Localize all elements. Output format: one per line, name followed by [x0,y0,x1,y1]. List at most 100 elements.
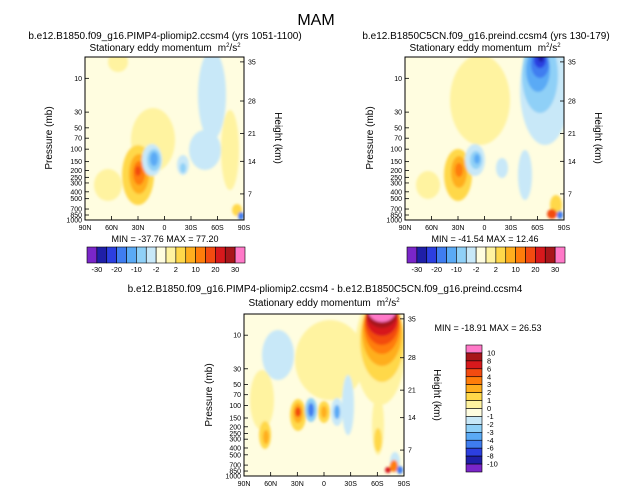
panel-1-colorbar: -30 -20 -10 -2 2 10 20 30 [86,246,246,274]
colorbar-label: 2 [174,265,178,274]
y2tick-label: 35 [248,59,256,66]
xtick-label: 30S [185,225,198,232]
colorbar-label: 10 [487,348,495,357]
panel-1-subtitle: Stationary eddy momentum m2/s2 [89,43,241,54]
colorbar-swatch [234,246,246,264]
xtick-label: 60N [264,481,277,488]
colorbar-label: 6 [487,364,491,373]
colorbar-swatch [224,246,236,264]
colorbar-swatch [126,246,137,264]
ytick-label: 700 [70,207,82,214]
ytick-label: 700 [390,207,402,214]
figure-title: MAM [297,12,334,29]
panel-3-field [244,314,404,476]
colorbar-label: -20 [431,265,442,274]
panel-3-title: b.e12.B1850.f09_g16.PIMP4-pliomip2.ccsm4… [128,284,523,295]
colorbar-swatch [185,246,196,264]
colorbar-swatch [465,416,483,425]
ytick-label: 400 [390,189,402,196]
colorbar-label: -30 [91,265,102,274]
ytick-label: 10 [74,76,82,83]
y2tick-label: 7 [408,448,412,455]
colorbar-swatch [145,246,157,264]
ytick-label: 250 [229,431,241,438]
ytick-label: 100 [390,147,402,154]
colorbar-swatch [525,246,536,264]
colorbar-swatch [86,246,98,264]
ytick-label: 300 [70,180,82,187]
panel-2-ylabel: Pressure (mb) [365,106,376,169]
ytick-label: 50 [74,125,82,132]
panel-2-xticks: 90N 60N 30N 0 30S 60S 90S [399,216,571,232]
panel-2-field [405,57,564,220]
y2tick-label: 7 [248,191,252,198]
y2tick-label: 7 [568,191,572,198]
xtick-label: 30N [291,481,304,488]
y2tick-label: 14 [248,159,256,166]
xtick-label: 90N [238,481,251,488]
panel-2: b.e12.B1850C5CN.f09_g16.preind.ccsm4 (yr… [362,31,609,274]
colorbar-label: -10 [451,265,462,274]
ytick-label: 150 [70,159,82,166]
ytick-label: 200 [229,424,241,431]
panel-2-subtitle: Stationary eddy momentum m2/s2 [409,43,561,54]
colorbar-swatch [456,246,467,264]
ytick-label: 500 [70,196,82,203]
colorbar-swatch [465,360,483,370]
xtick-label: 90S [238,225,251,232]
colorbar-swatch [426,246,437,264]
xtick-label: 60S [211,225,224,232]
ytick-label: 70 [394,136,402,143]
colorbar-label: 2 [487,388,491,397]
colorbar-label: -30 [411,265,422,274]
colorbar-label: -2 [473,265,480,274]
panel-1-y2ticks: 35 28 21 14 7 [240,59,256,198]
ytick-label: 700 [229,463,241,470]
panel-1: b.e12.B1850.f09_g16.PIMP4-pliomip2.ccsm4… [28,31,301,274]
colorbar-label: -8 [487,452,494,461]
panel-3-xticks: 90N 60N 30N 0 30S 60S 90S [238,472,411,488]
ytick-label: 200 [390,168,402,175]
xtick-label: 60N [425,225,438,232]
y2tick-label: 21 [568,131,576,138]
colorbar-swatch [175,246,187,264]
colorbar-swatch [465,392,483,401]
panel-2-stats: MIN = -41.54 MAX = 12.46 [431,234,538,244]
ytick-label: 1000 [66,218,82,225]
xtick-label: 0 [483,225,487,232]
panel-1-y2label: Height (km) [272,112,283,164]
panel-3-ylabel: Pressure (mb) [204,363,215,426]
ytick-label: 30 [233,366,241,373]
xtick-label: 60N [105,225,118,232]
ytick-label: 150 [229,415,241,422]
colorbar-label: -10 [487,460,498,469]
ytick-label: 1000 [386,218,402,225]
colorbar-label: -4 [487,436,494,445]
y2tick-label: 14 [568,159,576,166]
colorbar-swatch [446,246,457,264]
colorbar-swatch [465,400,483,409]
ytick-label: 30 [394,110,402,117]
ytick-label: 250 [390,175,402,182]
ytick-label: 30 [74,110,82,117]
xtick-label: 0 [322,481,326,488]
ytick-label: 150 [390,159,402,166]
ytick-label: 850 [390,213,402,220]
colorbar-swatch [436,246,447,264]
colorbar-swatch [465,424,483,433]
colorbar-swatch [165,246,177,264]
y2tick-label: 21 [408,388,416,395]
colorbar-label: -6 [487,444,494,453]
colorbar-label: 0 [487,404,491,413]
ytick-label: 1000 [225,474,241,481]
ytick-label: 850 [70,213,82,220]
colorbar-swatch [465,439,483,449]
colorbar-label: 20 [211,265,219,274]
colorbar-swatch [416,246,428,264]
ytick-label: 300 [229,437,241,444]
colorbar-swatch [475,246,487,264]
panel-1-xticks: 90N 60N 30N 0 30S 60S 90S [79,216,251,232]
